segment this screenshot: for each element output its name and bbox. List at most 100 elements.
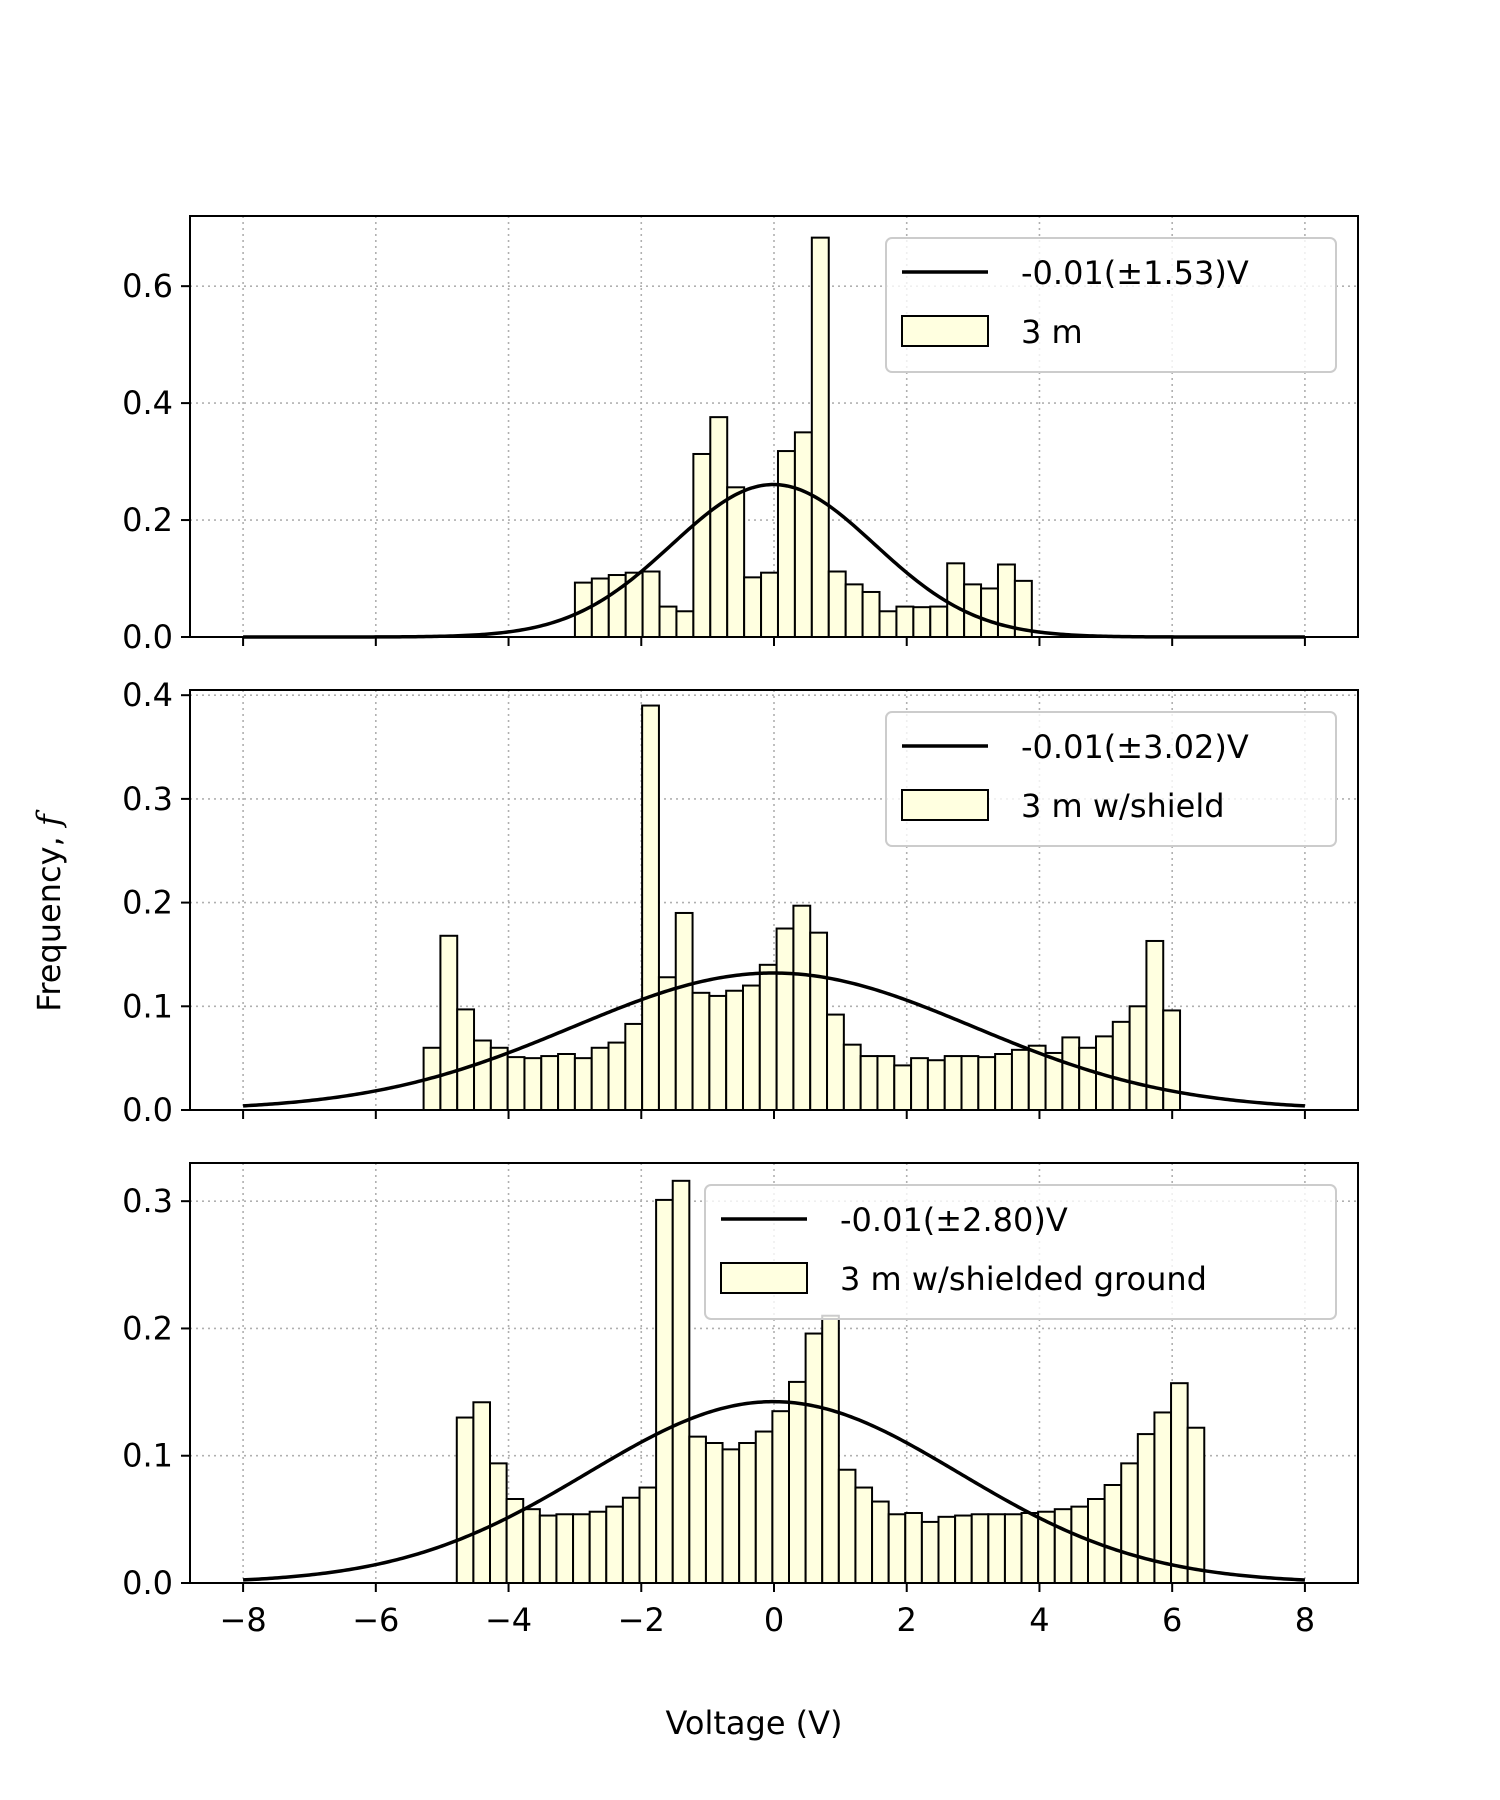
histogram-bar	[792, 904, 812, 1111]
y-tick-label: 0.0	[122, 1564, 173, 1602]
histogram-bar	[760, 571, 779, 638]
histogram-bar	[692, 452, 712, 638]
x-tick-label: 0	[764, 1601, 784, 1639]
y-axis-label: Frequency, f	[30, 809, 68, 1012]
histogram-bar	[809, 931, 829, 1112]
histogram-bar	[960, 1055, 980, 1112]
histogram-bar	[980, 587, 999, 639]
histogram-bar	[456, 1008, 476, 1111]
histogram-bar	[557, 1053, 576, 1111]
histogram-bar	[607, 1041, 627, 1112]
x-tick-label: 2	[897, 1601, 917, 1639]
histogram-bar	[572, 1513, 591, 1584]
x-tick-label: 6	[1162, 1601, 1182, 1639]
histogram-bar	[588, 1510, 608, 1585]
histogram-bar	[776, 450, 796, 638]
histogram-bar	[674, 911, 694, 1111]
histogram-bar	[726, 486, 746, 638]
histogram-bar	[641, 570, 661, 638]
histogram-bar	[844, 583, 864, 638]
histogram-bar	[573, 1057, 593, 1112]
histogram-bar	[859, 1055, 879, 1112]
histogram-bar	[821, 1314, 840, 1585]
histogram-bar	[904, 1512, 923, 1584]
histogram-bar	[929, 605, 949, 638]
legend-bar-swatch	[901, 789, 989, 821]
histogram-bar	[1053, 1508, 1073, 1584]
legend-bar-label: 3 m	[1021, 313, 1083, 351]
y-tick-label: 0.6	[122, 267, 173, 305]
legend-frame	[885, 711, 1337, 847]
histogram-bar	[827, 570, 847, 638]
legend-bar-swatch	[901, 315, 989, 347]
histogram-bar	[946, 562, 966, 639]
histogram-bar	[1070, 1505, 1089, 1584]
x-tick-label: −2	[618, 1601, 665, 1639]
legend-line-label: -0.01(±3.02)V	[1021, 728, 1249, 766]
y-tick-label: 0.1	[122, 1437, 173, 1475]
histogram-bar	[590, 1046, 610, 1112]
histogram-bar	[878, 610, 898, 638]
x-ticks	[242, 1110, 1306, 1119]
histogram-bar	[439, 934, 459, 1111]
legend-bar-label: 3 m w/shielded ground	[840, 1260, 1207, 1298]
histogram-bar	[1078, 1046, 1097, 1112]
legend-line-label: -0.01(±2.80)V	[840, 1201, 1068, 1239]
histogram-bar	[555, 1513, 575, 1584]
histogram-bar	[605, 1505, 624, 1584]
x-tick-label: 8	[1295, 1601, 1315, 1639]
histogram-bar	[1186, 1426, 1206, 1585]
histogram-bars	[455, 1179, 1206, 1585]
y-tick-label: 0.2	[122, 501, 173, 539]
legend-frame	[704, 1184, 1337, 1320]
histogram-bar	[1111, 1020, 1131, 1112]
histogram-bar	[893, 1064, 913, 1111]
histogram-bar	[926, 1059, 946, 1111]
legend-bar-swatch	[720, 1262, 808, 1294]
histogram-bar	[624, 1022, 644, 1111]
histogram-bar	[621, 1496, 641, 1585]
histogram-bar	[473, 1039, 492, 1112]
y-tick-label: 0.3	[122, 780, 173, 818]
legend-frame	[885, 237, 1337, 373]
histogram-bar	[912, 606, 932, 638]
histogram-bar	[506, 1056, 526, 1111]
legend: -0.01(±1.53)V 3 m	[885, 237, 1337, 373]
histogram-bar	[1128, 1005, 1148, 1112]
histogram-bar	[688, 1435, 707, 1584]
histogram-bar	[793, 431, 813, 638]
histogram-bar	[671, 1179, 691, 1585]
x-tick-label: −6	[352, 1601, 399, 1639]
histogram-bar	[987, 1513, 1006, 1584]
histogram-bar	[1162, 1009, 1182, 1112]
x-axis-label: Voltage (V)	[665, 1704, 842, 1742]
panel-3: −8 −6 −4 −2 0 2 4 6 8 0.0 0.1 0.2 0.3 -0.01(±2.80)V 3 …	[122, 1162, 1359, 1639]
legend-line-label: -0.01(±1.53)V	[1021, 254, 1249, 292]
histogram-bar	[721, 1448, 741, 1585]
histogram-bar	[771, 1410, 790, 1584]
y-tick-label: 0.0	[122, 1091, 173, 1129]
panels: 0.0 0.2 0.4 0.6 -0.01(±1.53)V 3 m 0.0 0.1 0.2 0.3…	[122, 215, 1359, 1639]
y-axis-label-variable: f	[30, 809, 68, 828]
histogram-bar	[943, 1055, 963, 1112]
histogram-bar	[810, 236, 830, 638]
histogram-bar	[887, 1513, 907, 1584]
y-axis-label-text: Frequency,	[30, 826, 68, 1012]
histogram-bar	[691, 991, 711, 1112]
histogram-bar	[775, 927, 795, 1111]
histogram-bar	[804, 1332, 824, 1584]
y-tick-label: 0.2	[122, 884, 173, 922]
histogram-bar	[895, 605, 915, 638]
x-ticks: −8 −6 −4 −2 0 2 4 6 8	[220, 1583, 1315, 1639]
histogram-bar	[638, 1486, 658, 1584]
histogram-bar	[826, 1013, 845, 1111]
y-ticks: 0.0 0.2 0.4 0.6	[122, 267, 190, 656]
histogram-bar	[787, 1380, 807, 1584]
x-tick-label: 4	[1029, 1601, 1049, 1639]
histogram-bar	[920, 1520, 940, 1584]
histogram-bar	[1003, 1513, 1023, 1584]
panel-1: 0.0 0.2 0.4 0.6 -0.01(±1.53)V 3 m	[122, 215, 1359, 656]
histogram-bar	[708, 994, 728, 1111]
histogram-bar	[994, 1053, 1013, 1111]
histogram-bar	[754, 1430, 774, 1584]
